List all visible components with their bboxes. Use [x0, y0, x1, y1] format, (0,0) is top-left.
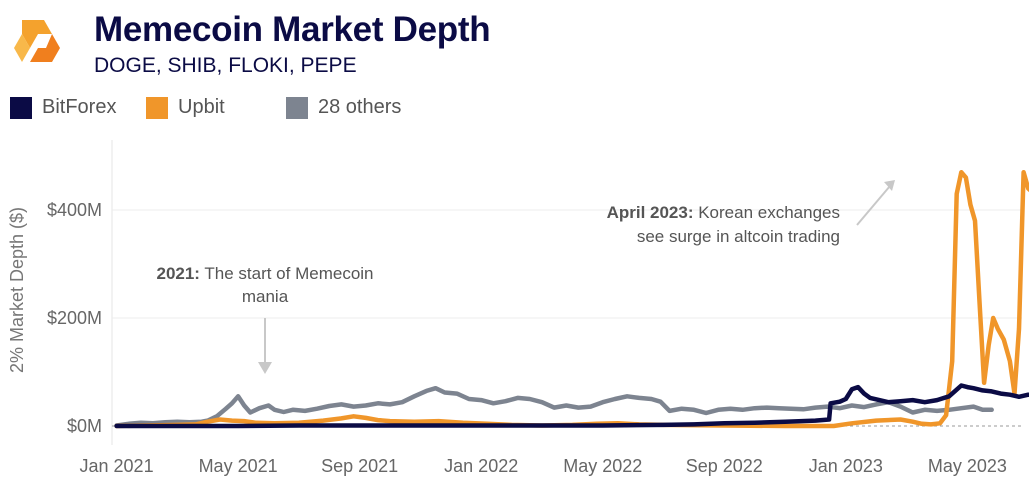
legend-swatch-others: [286, 96, 308, 119]
y-tick-label: $200M: [47, 308, 102, 328]
legend-item-others: 28 others: [286, 96, 401, 119]
legend-label-others: 28 others: [318, 96, 402, 118]
legend-swatch-upbit: [146, 96, 168, 119]
x-tick-label: Sep 2021: [321, 456, 398, 476]
annotation-2021-line2: mania: [242, 287, 289, 306]
x-tick-label: May 2022: [563, 456, 642, 476]
page-subtitle: DOGE, SHIB, FLOKI, PEPE: [94, 54, 357, 77]
annotation-2023-line1: April 2023: Korean exchanges: [607, 203, 840, 222]
annotation-2021-line1: 2021: The start of Memecoin: [156, 264, 373, 283]
legend-label-bitforex: BitForex: [42, 96, 117, 118]
x-tick-label: May 2021: [199, 456, 278, 476]
series-line-upbit: [114, 169, 1029, 429]
annotation-arrow-2021-head: [258, 362, 272, 374]
x-tick-label: Jan 2021: [80, 456, 154, 476]
page-title: Memecoin Market Depth: [94, 10, 491, 49]
annotation-2023-line2: see surge in altcoin trading: [637, 227, 840, 246]
series-line-28-others: [114, 385, 994, 428]
x-tick-label: Sep 2022: [686, 456, 763, 476]
annotation-arrow-2023-head: [884, 180, 895, 191]
annotation-arrow-2023-shaft: [856, 185, 891, 226]
legend-label-upbit: Upbit: [178, 96, 225, 118]
x-tick-label: May 2023: [928, 456, 1007, 476]
y-axis-title: 2% Market Depth ($): [7, 207, 27, 373]
legend-item-upbit: Upbit: [146, 96, 225, 119]
y-tick-label: $0M: [67, 416, 102, 436]
series-line-bitforex: [114, 383, 1029, 429]
legend-item-bitforex: BitForex: [10, 96, 116, 119]
x-tick-label: Jan 2023: [809, 456, 883, 476]
y-tick-label: $400M: [47, 200, 102, 220]
x-tick-label: Jan 2022: [444, 456, 518, 476]
brand-logo-icon: [8, 14, 68, 70]
legend-swatch-bitforex: [10, 96, 32, 119]
